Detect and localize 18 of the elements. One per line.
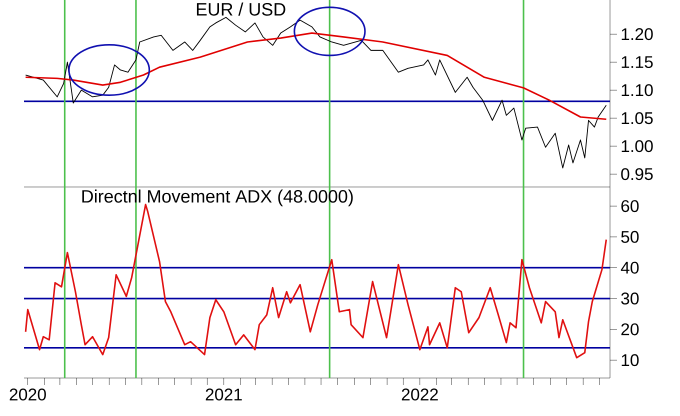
y-tick-label: 1.15 — [622, 56, 653, 68]
y-tick-label: 0.95 — [621, 168, 653, 180]
x-tick-label: 2022 — [402, 388, 438, 401]
x-tick-label: 2021 — [206, 388, 242, 401]
x-tick-label: 2020 — [10, 388, 46, 401]
y-tick-label: 60 — [621, 200, 639, 212]
y-tick-label: 1.05 — [622, 112, 653, 124]
y-tick-label: 1.10 — [622, 84, 653, 96]
y-tick-label: 20 — [621, 323, 639, 336]
y-tick-label: 40 — [620, 262, 639, 274]
y-tick-label: 1.20 — [622, 28, 653, 40]
chart-title: EUR / USD — [196, 2, 286, 16]
line-series — [24, 32, 608, 120]
y-tick-label: 30 — [621, 292, 639, 305]
y-tick-label: 10 — [622, 354, 639, 366]
line-series — [25, 16, 607, 168]
y-tick-label: 1.00 — [622, 140, 653, 152]
y-tick-label: 50 — [621, 230, 639, 243]
